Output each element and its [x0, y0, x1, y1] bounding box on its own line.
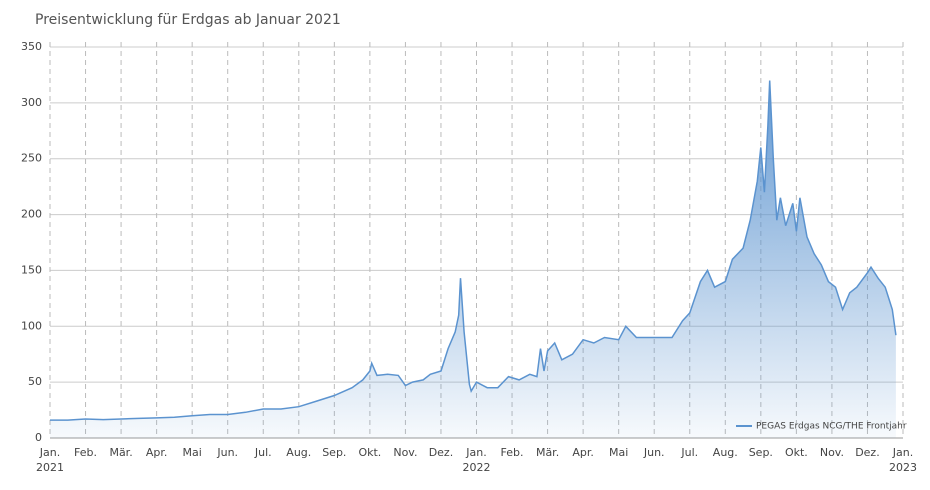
x-tick-label: Sep.	[749, 446, 773, 459]
x-tick-label: Jun.	[643, 446, 665, 459]
y-tick-label: 200	[21, 208, 42, 221]
x-tick-label: Apr.	[146, 446, 168, 459]
x-tick-label: Feb.	[74, 446, 97, 459]
y-tick-label: 300	[21, 96, 42, 109]
chart-title: Preisentwicklung für Erdgas ab Januar 20…	[35, 12, 341, 28]
x-tick-label: Mär.	[109, 446, 132, 459]
area	[50, 80, 896, 438]
x-tick-label: Jul.	[254, 446, 272, 459]
x-tick-label: Jun.	[216, 446, 238, 459]
x-tick-label: Dez.	[855, 446, 880, 459]
y-tick-label: 250	[21, 152, 42, 165]
x-tick-label: Aug.	[713, 446, 738, 459]
legend-label: PEGAS Erdgas NCG/THE Frontjahr	[756, 422, 907, 432]
x-tick-label: Jan.	[465, 446, 486, 459]
y-tick-label: 50	[28, 375, 42, 388]
x-year-label: 2021	[36, 461, 64, 474]
x-tick-label: Okt.	[785, 446, 808, 459]
x-tick-label: Jul.	[680, 446, 698, 459]
x-tick-label: Nov.	[820, 446, 844, 459]
y-tick-label: 350	[21, 40, 42, 53]
x-tick-label: Okt.	[358, 446, 381, 459]
x-tick-label: Dez.	[429, 446, 454, 459]
x-year-label: 2023	[889, 461, 917, 474]
x-tick-label: Apr.	[572, 446, 594, 459]
line	[50, 80, 897, 421]
y-tick-label: 100	[21, 319, 42, 332]
x-tick-label: Feb.	[501, 446, 524, 459]
x-tick-label: Sep.	[322, 446, 346, 459]
x-tick-label: Jan.	[892, 446, 913, 459]
x-tick-label: Jan.	[39, 446, 60, 459]
x-year-label: 2022	[463, 461, 491, 474]
x-tick-label: Aug.	[286, 446, 311, 459]
x-tick-label: Mai	[609, 446, 628, 459]
x-tick-label: Mär.	[536, 446, 559, 459]
y-tick-label: 0	[35, 431, 42, 444]
x-tick-label: Mai	[183, 446, 202, 459]
x-tick-label: Nov.	[393, 446, 417, 459]
y-tick-label: 150	[21, 263, 42, 276]
